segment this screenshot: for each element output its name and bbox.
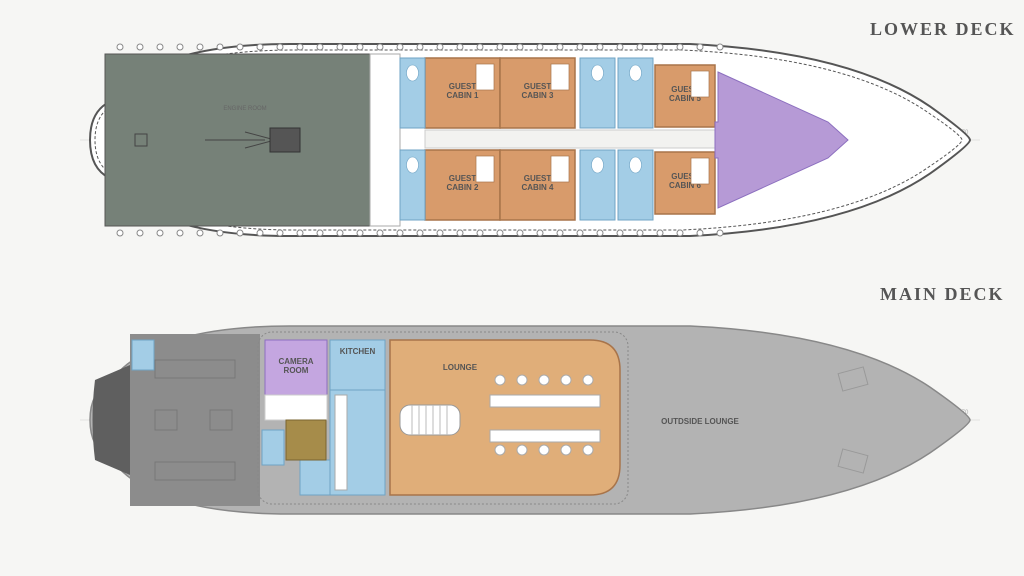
storage-room [286, 420, 326, 460]
svg-text:KITCHEN: KITCHEN [340, 347, 376, 356]
svg-text:ROOM: ROOM [284, 366, 309, 375]
svg-text:ENGINE ROOM: ENGINE ROOM [223, 106, 266, 112]
svg-text:CAMERA: CAMERA [278, 357, 313, 366]
bathroom [300, 460, 330, 495]
stern-platform [93, 365, 131, 475]
svg-text:LOUNGE: LOUNGE [443, 363, 478, 372]
main-deck: -10010203040506070CAMERAROOMKITCHENLOUNG… [80, 326, 980, 514]
svg-text:GUEST: GUEST [524, 174, 552, 183]
svg-text:CABIN 2: CABIN 2 [446, 183, 479, 192]
svg-text:OUTDSIDE LOUNGE: OUTDSIDE LOUNGE [661, 417, 739, 426]
svg-text:MAIN DECK: MAIN DECK [880, 284, 1005, 304]
bathroom [262, 430, 284, 465]
lower-deck: -10010203040506070ENGINE ROOMGUESTCABIN … [80, 44, 980, 236]
svg-text:CABIN 3: CABIN 3 [521, 91, 554, 100]
svg-text:LOWER DECK: LOWER DECK [870, 19, 1016, 39]
bathroom [132, 340, 154, 370]
svg-text:CABIN 1: CABIN 1 [446, 91, 479, 100]
svg-text:GUEST: GUEST [449, 82, 477, 91]
svg-text:GUEST: GUEST [449, 174, 477, 183]
svg-text:GUEST: GUEST [524, 82, 552, 91]
svg-text:CABIN 4: CABIN 4 [521, 183, 554, 192]
